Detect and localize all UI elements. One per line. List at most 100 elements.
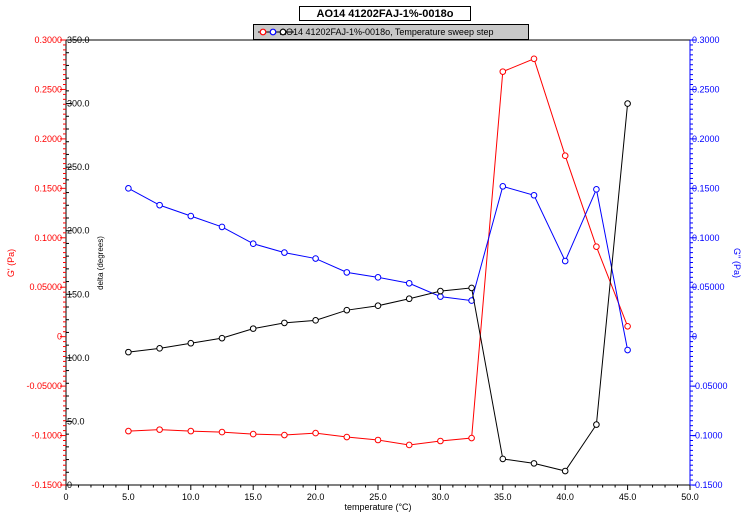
right-tick-label: -0.05000	[692, 381, 728, 391]
x-tick-label: 40.0	[556, 492, 574, 502]
left-outer-tick-label: 0.2500	[34, 84, 62, 94]
right-axis-label: G'' (Pa)	[732, 248, 742, 278]
x-tick-label: 50.0	[681, 492, 699, 502]
data-point-left_inner	[125, 348, 132, 356]
data-point-left_outer	[125, 427, 132, 435]
data-point-left_inner	[187, 339, 195, 347]
data-point-left_outer	[343, 433, 351, 441]
left-outer-tick-label: 0.1000	[34, 233, 62, 243]
data-point-right	[561, 257, 569, 265]
x-tick-label: 35.0	[494, 492, 512, 502]
left-inner-tick-label: 200.0	[67, 226, 90, 236]
data-point-right	[499, 183, 507, 190]
right-tick-label: 0.3000	[692, 35, 720, 45]
x-tick-label: 30.0	[432, 492, 450, 502]
left-inner-tick-label: 150.0	[67, 289, 90, 299]
right-tick-label: 0.1500	[692, 183, 720, 193]
data-point-left_inner	[218, 334, 226, 342]
left-inner-tick-label: 50.0	[67, 416, 85, 426]
data-point-right	[624, 346, 631, 354]
left-outer-tick-label: 0.3000	[34, 35, 62, 45]
series-line-right	[128, 185, 629, 351]
right-tick-label: -0.1500	[692, 480, 723, 490]
x-tick-label: 10.0	[182, 492, 200, 502]
right-tick-label: 0.1000	[692, 233, 720, 243]
right-tick-label: 0.2000	[692, 134, 720, 144]
data-point-right	[156, 201, 163, 209]
data-point-left_outer	[593, 243, 600, 250]
chart-title: AO14 41202FAJ-1%-0018o	[299, 6, 471, 21]
data-point-left_outer	[187, 427, 195, 435]
data-point-left_inner	[530, 460, 538, 467]
data-point-left_outer	[218, 428, 226, 436]
data-point-left_outer	[281, 431, 288, 439]
series-line-left_outer	[128, 58, 629, 446]
data-point-right	[593, 186, 600, 193]
x-tick-label: 5.0	[122, 492, 135, 502]
data-point-right	[530, 191, 538, 199]
series-layer	[125, 55, 631, 475]
data-point-left_outer	[374, 436, 382, 444]
left-outer-tick-label: -0.1000	[31, 431, 62, 441]
data-point-right	[437, 293, 444, 300]
x-tick-label: 25.0	[369, 492, 387, 502]
legend-marker-red	[259, 28, 267, 36]
data-point-left_inner	[437, 287, 444, 295]
data-point-left_inner	[343, 306, 351, 314]
right-tick-label: 0.2500	[692, 84, 720, 94]
data-point-left_outer	[312, 429, 319, 437]
data-point-left_inner	[281, 319, 288, 327]
x-tick-label: 20.0	[307, 492, 325, 502]
left-inner-axis-label: delta (degrees)	[96, 236, 105, 290]
data-point-right	[374, 274, 382, 281]
data-point-left_inner	[468, 284, 475, 292]
left-inner-tick-label: 250.0	[67, 162, 90, 172]
left-outer-tick-label: 0.05000	[29, 282, 62, 292]
data-point-left_outer	[156, 426, 163, 433]
data-point-left_inner	[312, 317, 319, 324]
right-tick-label: -0.1000	[692, 431, 723, 441]
data-point-left_inner	[561, 467, 569, 475]
data-point-left_outer	[468, 434, 475, 442]
left-inner-tick-label: 100.0	[67, 353, 90, 363]
x-tick-label: 0	[63, 492, 68, 502]
left-outer-axis-label: G' (Pa)	[6, 249, 16, 277]
data-point-left_inner	[624, 100, 631, 107]
data-point-right	[249, 240, 257, 248]
left-inner-tick-label: 350.0	[67, 35, 90, 45]
data-point-right	[218, 223, 226, 231]
series-line-left_inner	[128, 103, 629, 472]
plot-frame	[65, 39, 691, 486]
left-inner-tick-label: 0	[67, 480, 72, 490]
legend-marker-black	[279, 28, 287, 36]
data-point-right	[405, 279, 413, 287]
x-tick-label: 15.0	[244, 492, 262, 502]
axes-layer: 0 5.0 10.0 15.0 20.0 25.0 30.0 35.0 40.0 45.0 50.0…	[6, 35, 742, 512]
data-point-left_inner	[405, 295, 413, 303]
left-outer-tick-label: -0.05000	[26, 381, 62, 391]
data-point-left_inner	[499, 455, 507, 463]
data-point-left_inner	[374, 302, 382, 310]
right-tick-label: 0	[692, 332, 697, 342]
left-outer-tick-label: -0.1500	[31, 480, 62, 490]
left-outer-tick-label: 0.2000	[34, 134, 62, 144]
data-point-left_inner	[249, 325, 257, 332]
left-outer-tick-label: 0	[57, 332, 62, 342]
data-point-right	[187, 212, 195, 220]
data-point-left_outer	[405, 441, 413, 449]
data-point-left_outer	[499, 68, 507, 75]
data-point-left_outer	[561, 152, 569, 159]
legend-markers	[258, 28, 294, 36]
data-point-left_outer	[530, 55, 538, 63]
x-tick-label: 45.0	[619, 492, 637, 502]
data-point-left_outer	[249, 430, 257, 438]
right-tick-label: 0.05000	[692, 282, 725, 292]
legend[interactable]: AO14 41202FAJ-1%-0018o, Temperature swee…	[253, 24, 529, 40]
data-point-left_inner	[593, 421, 600, 428]
legend-label: AO14 41202FAJ-1%-0018o, Temperature swee…	[280, 27, 494, 37]
data-point-left_inner	[156, 345, 163, 352]
left-inner-tick-label: 300.0	[67, 99, 90, 109]
x-axis-label: temperature (°C)	[344, 502, 411, 512]
